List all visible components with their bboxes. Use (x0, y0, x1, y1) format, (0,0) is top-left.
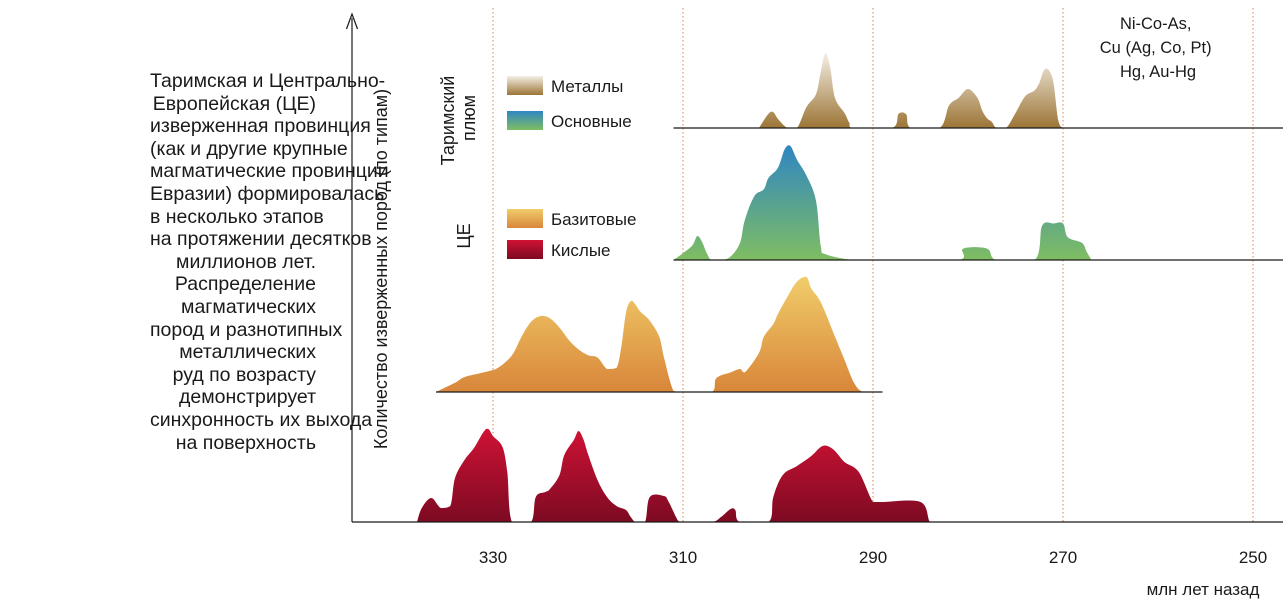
legend-label-felsic: Кислые (551, 241, 611, 260)
caption-line: Распределение (174, 273, 316, 296)
x-tick-labels: 330 310 290 270 250 (479, 548, 1267, 567)
caption-line: (как и другие крупные (150, 137, 348, 160)
row-baselines (436, 127, 1283, 393)
caption-line: Европейская (ЦЕ) (152, 92, 316, 115)
x-axis-label: млн лет назад (1147, 580, 1260, 599)
area-metals (759, 52, 1063, 128)
area-felsic (417, 428, 940, 522)
area-basic (673, 145, 1092, 260)
y-axis-label: Количество изверженных пород (по типам) (371, 89, 391, 449)
x-tick-label: 330 (479, 548, 507, 567)
x-tick-label: 270 (1049, 548, 1077, 567)
legend-swatch-felsic (507, 240, 543, 259)
series-areas (417, 52, 1092, 522)
legend: Металлы Основные Базитовые Кислые (507, 76, 636, 260)
legend-label-metals: Металлы (551, 77, 623, 96)
x-tick-label: 290 (859, 548, 887, 567)
caption-line: пород и разнотипных (150, 318, 343, 341)
caption-line: в несколько этапов (150, 205, 324, 228)
annotation: Ni-Co-As, Cu (Ag, Co, Pt) Hg, Au-Hg (1100, 15, 1216, 81)
caption-line: изверженная провинция (150, 115, 371, 138)
legend-swatch-metals (507, 76, 543, 95)
x-tick-label: 250 (1239, 548, 1267, 567)
caption-line: миллионов лет. (176, 250, 316, 273)
caption-line: магматических (181, 295, 316, 318)
x-tick-label: 310 (669, 548, 697, 567)
caption-line: демонстрирует (179, 386, 316, 409)
caption-line: руд по возрасту (172, 363, 316, 386)
legend-label-basic: Основные (551, 112, 632, 131)
caption-line: на поверхность (175, 431, 316, 454)
area-basite (436, 276, 883, 392)
legend-swatch-basic (507, 111, 543, 130)
legend-label-basite: Базитовые (551, 210, 636, 229)
caption-line: металлических (179, 341, 316, 364)
row-label-ce: ЦЕ (454, 223, 474, 248)
y-axis-arrow (345, 12, 359, 30)
legend-swatch-basite (507, 209, 543, 228)
row-label-tarim: Таримский плюм (438, 71, 479, 166)
